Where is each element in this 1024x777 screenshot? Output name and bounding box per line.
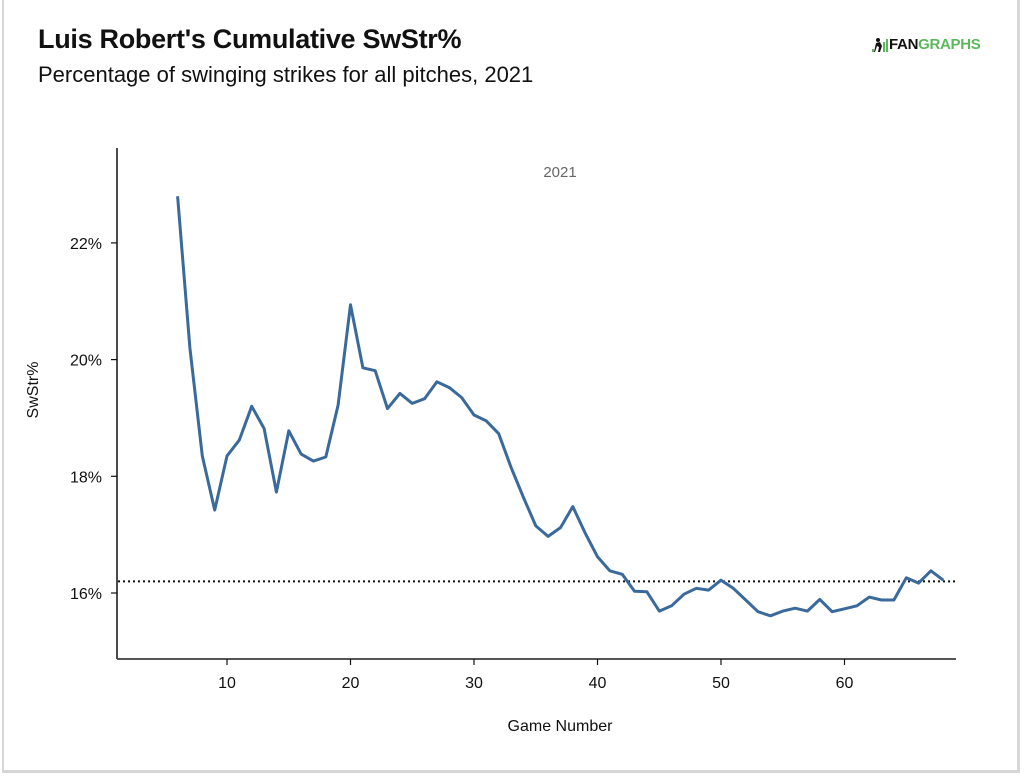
logo-text-graphs: GRAPHS bbox=[918, 36, 981, 53]
y-ticks: 16% 18% 20% 22% bbox=[70, 236, 117, 603]
logo-text-fan: FAN bbox=[889, 36, 919, 53]
fangraphs-logo: FAN GRAPHS bbox=[872, 36, 981, 53]
series-group bbox=[176, 196, 945, 618]
batter-icon bbox=[872, 37, 888, 52]
x-axis-title: Game Number bbox=[508, 718, 614, 735]
y-axis-title: SwStr% bbox=[25, 362, 42, 419]
x-tick-label: 30 bbox=[465, 675, 483, 692]
x-tick-label: 60 bbox=[836, 675, 854, 692]
y-tick-label: 16% bbox=[70, 586, 102, 603]
chart-subtitle: Percentage of swinging strikes for all p… bbox=[38, 62, 534, 87]
facet-label: 2021 bbox=[543, 164, 576, 181]
axes bbox=[116, 148, 956, 660]
x-ticks: 10 20 30 40 50 60 bbox=[218, 659, 854, 692]
x-tick-label: 50 bbox=[712, 675, 730, 692]
chart-title: Luis Robert's Cumulative SwStr% bbox=[38, 24, 462, 54]
x-tick-label: 20 bbox=[342, 675, 360, 692]
y-tick-label: 20% bbox=[70, 353, 102, 370]
x-tick-label: 40 bbox=[589, 675, 607, 692]
x-tick-label: 10 bbox=[218, 675, 236, 692]
y-tick-label: 22% bbox=[70, 236, 102, 253]
series-line bbox=[176, 196, 945, 618]
y-tick-label: 18% bbox=[70, 469, 102, 486]
